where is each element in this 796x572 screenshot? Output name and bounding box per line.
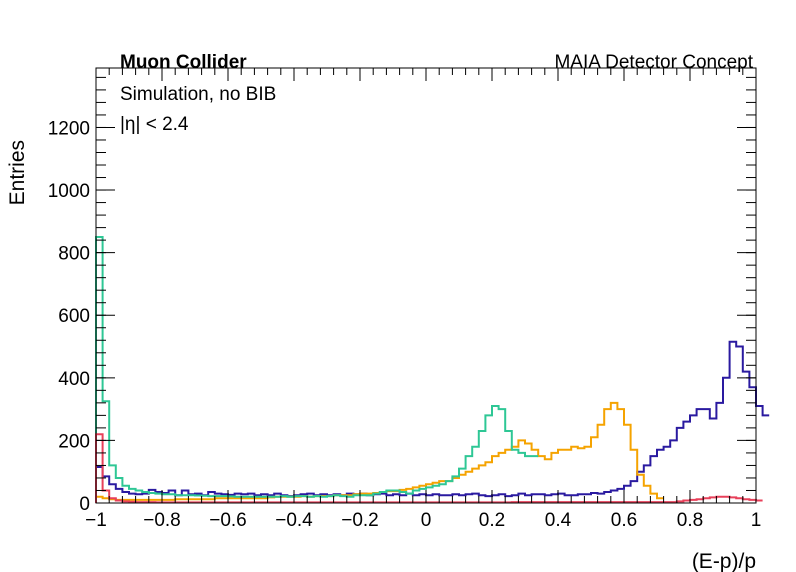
series-2-line <box>95 236 539 503</box>
x-tick-label: 0.4 <box>545 510 572 531</box>
tick-layer: −1 −0.8 −0.6 −0.4 −0.2 0 0.2 0.4 0.6 0.8 1 0 200 400 6… <box>48 68 762 531</box>
left-title: Muon Collider <box>120 52 247 73</box>
x-tick-label: 0 <box>421 510 432 531</box>
x-tick-label: −0.4 <box>275 510 313 531</box>
right-title: MAIA Detector Concept <box>554 52 753 73</box>
plot-frame <box>95 67 757 504</box>
y-tick-label: 800 <box>58 244 90 265</box>
annotation-eta: |η| < 2.4 <box>120 114 189 135</box>
x-tick-label: −0.6 <box>209 510 247 531</box>
series-0-line <box>95 340 770 503</box>
x-tick-label: 0.2 <box>479 510 505 531</box>
y-tick-label: 200 <box>58 431 90 452</box>
series-1-line <box>95 401 664 503</box>
annotation-simulation: Simulation, no BIB <box>120 84 276 105</box>
y-tick-label: 400 <box>58 369 90 390</box>
y-tick-label: 600 <box>58 306 90 327</box>
y-tick-label: 0 <box>79 494 90 515</box>
y-tick-label: 1200 <box>48 118 90 139</box>
x-tick-label: −0.2 <box>341 510 379 531</box>
x-tick-label: 0.8 <box>677 510 703 531</box>
x-tick-label: −0.8 <box>143 510 181 531</box>
series-layer <box>95 236 770 504</box>
y-axis-label: Entries <box>6 140 29 205</box>
y-tick-label: 1000 <box>48 181 90 202</box>
x-tick-label: −1 <box>85 510 107 531</box>
x-tick-label: 0.6 <box>611 510 637 531</box>
x-tick-label: 1 <box>751 510 762 531</box>
x-axis-label: (E-p)/p <box>692 550 756 572</box>
